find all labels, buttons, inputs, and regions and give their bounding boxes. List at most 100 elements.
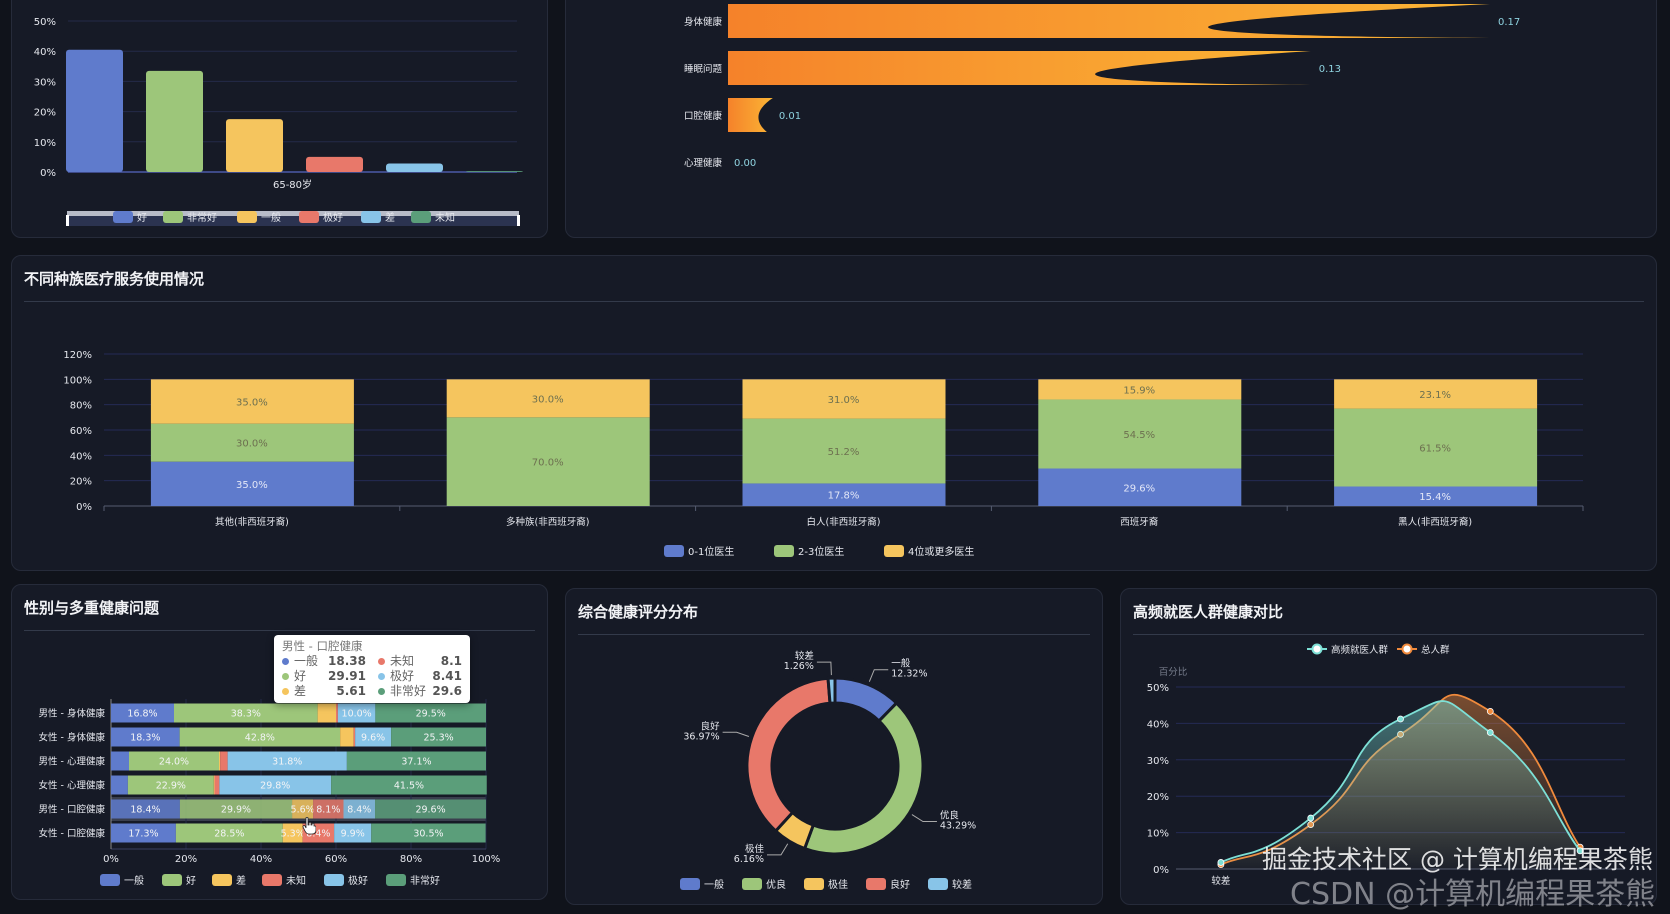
label-leader-line [766,843,789,856]
bar-segment [334,823,372,843]
legend-swatch [774,545,794,557]
bar-segment [355,727,392,747]
category-label: 口腔健康 [684,110,723,122]
category-label: 睡眠问题 [684,63,723,75]
data-label: 29.9% [221,805,251,816]
tooltip-series-name: 极好 [390,669,415,683]
y-tick-label: 100% [63,375,92,386]
legend-item-0[interactable]: 一般 [100,874,144,887]
legend-label: 良好 [890,878,910,891]
y-tick-label: 40% [70,451,92,462]
bar-segment [127,775,214,795]
legend-item-0[interactable]: 高频就医人群 [1307,643,1389,656]
gender-health-chart: 0% 20% 40% 60% 80% 100% 男性 - 身体健康 16.8% 38.3% 10.… [39,699,500,887]
hand-cursor-icon [302,817,316,835]
bar-segment [371,823,486,843]
bar-segment [742,418,946,484]
legend-item-4[interactable]: 差 [361,211,395,224]
legend-label: 0-1位医生 [688,545,734,558]
slider-bar [67,211,519,216]
data-point [1486,707,1494,715]
tooltip-value: 18.38 [328,654,366,668]
legend-item-1[interactable]: 总人群 [1397,643,1450,656]
panel-title: 综合健康评分分布 [578,603,699,621]
legend-swatch [804,878,824,890]
legend-item-0[interactable]: 好 [113,211,147,224]
slice-percent-label: 36.97% [683,731,719,742]
legend-item-5[interactable]: 未知 [411,211,455,224]
bar-segment [179,799,293,819]
legend-item-2[interactable]: 一般 [237,211,281,224]
data-label: 8.4% [306,829,330,840]
legend-item-0[interactable]: 0-1位医生 [664,545,734,558]
race-medical-panel: 不同种族医疗服务使用情况 0% 20% 40% 60% 80% 100% 120% 35.0%… [11,255,1657,571]
tooltip-row: 差 5.61 [282,684,366,699]
bar-segment [150,423,354,462]
score-distribution-panel: 综合健康评分分布 一般 12.32% 优良 43.29% 极佳 6.16% 良好 36.97%… [565,588,1103,905]
legend-item-1[interactable]: 优良 [742,878,786,891]
legend-item-2[interactable]: 差 [212,874,246,887]
legend-item-0[interactable]: 一般 [680,878,724,891]
legend-label: 非常好 [410,874,440,887]
data-label: 15.9% [1123,385,1155,396]
y-tick-label: 0% [40,168,56,179]
x-tick-label: 其他(非西班牙裔) [215,516,289,528]
data-label: 29.5% [416,709,446,720]
age-health-panel: 0% 10% 20% 30% 40% 50% 65-80岁好 非常好 一般 极好 差 未知 [11,0,548,238]
x-tick-label: 白人(非西班牙裔) [807,516,881,528]
slice-较差 [826,676,837,705]
data-label: 30.0% [236,439,268,450]
bar-segment [213,775,215,795]
bar-segment [317,703,336,723]
bar-segment [337,703,376,723]
y-tick-label: 0% [1153,865,1169,876]
series-dot-icon [282,673,289,680]
label-leader-line [722,731,750,737]
category-label: 女性 - 口腔健康 [39,828,106,840]
legend-item-1[interactable]: 非常好 [163,211,217,224]
tooltip-value: 29.91 [328,669,366,683]
bar-segment [129,751,219,771]
series-dot-icon [282,688,289,695]
bar-segment [353,727,356,747]
bar-segment [175,823,283,843]
legend-item-1[interactable]: 2-3位医生 [774,545,844,558]
legend-item-3[interactable]: 未知 [262,874,306,887]
legend-item-3[interactable]: 良好 [866,878,910,891]
data-label: 9.6% [361,733,385,744]
y-tick-label: 60% [70,426,92,437]
slice-percent-label: 12.32% [891,669,927,680]
x-tick-label: 65-80岁 [273,178,312,191]
y-tick-label: 40% [34,47,56,58]
data-label: 51.2% [828,447,860,458]
tooltip-value: 8.41 [432,669,462,683]
legend-item-3[interactable]: 极好 [299,211,343,224]
legend-item-4[interactable]: 极好 [324,874,368,887]
y-axis-name: 百分比 [1159,666,1188,678]
legend-item-2[interactable]: 极佳 [804,878,848,891]
bar-segment [375,703,486,723]
bar-segment [219,775,332,795]
legend-label: 差 [236,874,246,887]
health-issue-panel: 身体健康 0.17 睡眠问题 0.13 口腔健康 0.01 心理健康 0.00 [565,0,1657,238]
legend-swatch [680,878,700,890]
legend-item-4[interactable]: 较差 [928,878,972,891]
legend-item-5[interactable]: 非常好 [386,874,440,887]
bar-segment [1038,379,1242,400]
legend-swatch [299,211,319,223]
legend-item-1[interactable]: 好 [162,874,196,887]
slider-handle-right [517,215,520,226]
series-dot-icon [282,658,289,665]
legend-marker [1311,643,1323,655]
legend-item-2[interactable]: 4位或更多医生 [884,545,974,558]
data-label: 24.0% [159,757,189,768]
bar-segment [446,379,650,418]
bar-口腔健康 [728,98,773,132]
bar-segment [742,379,946,419]
tooltip-series-name: 差 [294,684,307,698]
y-tick-label: 20% [1147,792,1169,803]
tooltip-value: 8.1 [440,654,462,668]
data-label: 22.9% [156,781,186,792]
bar-segment [174,703,318,723]
bar-非常好 [146,70,203,172]
